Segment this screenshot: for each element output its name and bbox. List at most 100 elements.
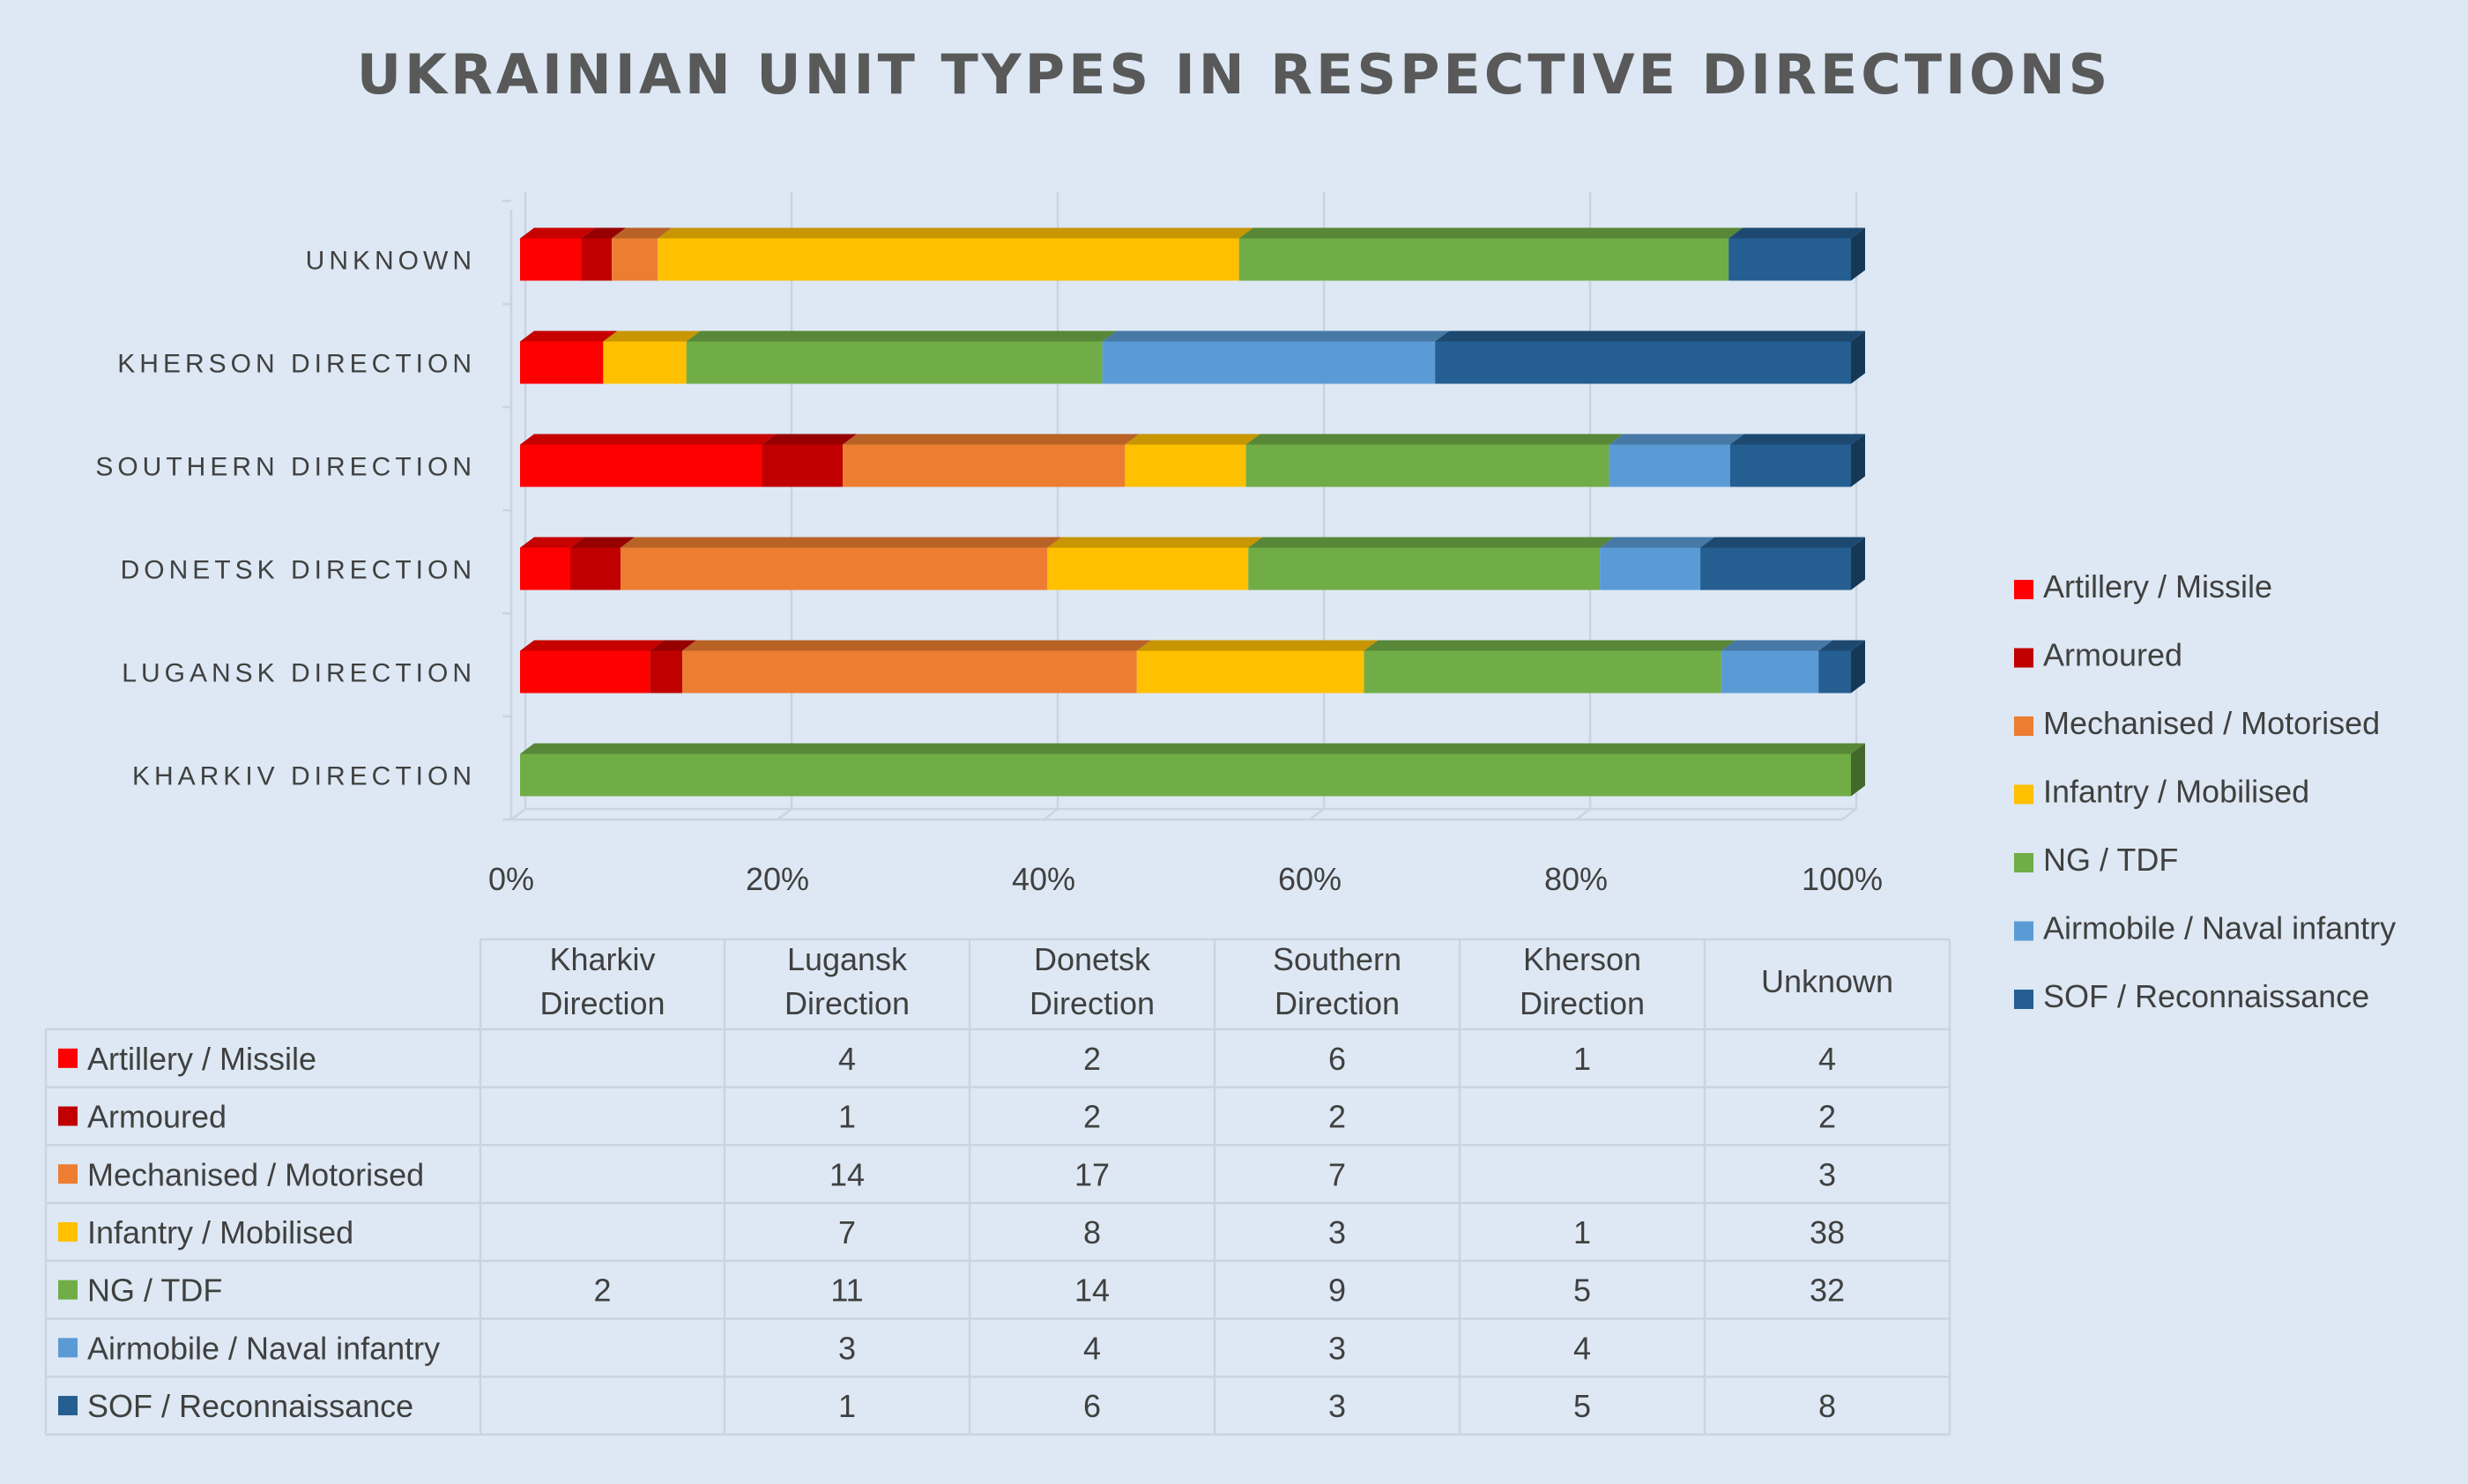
table-cell: 6: [1083, 1388, 1101, 1424]
table-cell: 3: [838, 1330, 856, 1366]
table-cell: 4: [1083, 1330, 1101, 1366]
bar-front-face: [1245, 444, 1609, 487]
table-row-label: Mechanised / Motorised: [87, 1156, 424, 1192]
bar-unknown-artillery-missile: [520, 227, 596, 281]
bar-kherson-direction-infantry-mobilised: [603, 330, 701, 384]
bar-front-face: [1125, 444, 1246, 487]
gridline-floor: [777, 808, 792, 820]
bar-top-face: [658, 227, 1253, 239]
table-cell: 4: [1573, 1330, 1591, 1366]
bar-donetsk-direction-infantry-mobilised: [1047, 537, 1263, 590]
legend-swatch: [2014, 784, 2033, 805]
bar-lugansk-direction-artillery-missile: [520, 640, 665, 694]
legend-swatch: [2014, 990, 2033, 1009]
bar-front-face: [1729, 444, 1851, 487]
table-header-southern-direction: Southern Direction: [1273, 941, 1401, 1021]
table-row-swatch: [58, 1338, 78, 1358]
bar-unknown-mechanised-motorised: [612, 227, 673, 281]
table-row-label: SOF / Reconnaissance: [87, 1388, 413, 1424]
bar-lugansk-direction-ng-tdf: [1364, 640, 1736, 694]
bar-top-face: [520, 330, 618, 342]
table-cell: 5: [1573, 1388, 1591, 1424]
bar-front-face: [1238, 238, 1729, 281]
bar-kharkiv-direction-ng-tdf: [520, 743, 1865, 797]
data-table: Kharkiv Direction Lugansk Direction Donetsk D…: [44, 938, 1951, 1436]
category-label: KHARKIV DIRECTION: [132, 762, 476, 791]
bar-front-face: [762, 444, 844, 487]
category-label: LUGANSK DIRECTION: [122, 659, 476, 688]
category-label: UNKNOWN: [306, 247, 476, 276]
bar-side-face: [1851, 434, 1865, 487]
table-row-label: Infantry / Mobilised: [87, 1214, 353, 1250]
table-cell: 2: [1328, 1099, 1346, 1135]
legend-label: Artillery / Missile: [2043, 568, 2272, 605]
bar-side-face: [1851, 227, 1865, 281]
bar-donetsk-direction-ng-tdf: [1248, 537, 1615, 590]
bar-donetsk-direction-sof-reconnaissance: [1700, 537, 1865, 590]
table-cell: 1: [1573, 1214, 1591, 1250]
table-header-unknown: Unknown: [1761, 963, 1893, 999]
table-cell: 1: [1573, 1041, 1591, 1077]
x-tick-label: 20%: [746, 861, 809, 897]
table-cell: 6: [1328, 1041, 1346, 1077]
bar-top-face: [520, 743, 1865, 754]
bar-side-face: [1851, 330, 1865, 384]
category-axis: KHARKIV DIRECTION LUGANSK DIRECTION DONETS…: [95, 247, 476, 791]
bar-top-face: [520, 227, 596, 239]
table-row: Infantry / Mobilised 7 8 3 1 38: [58, 1214, 1845, 1250]
table-cell: 11: [830, 1273, 863, 1309]
bar-top-face: [1238, 227, 1743, 239]
bar-lugansk-direction-airmobile-naval-infantry: [1721, 640, 1833, 694]
table-cell: 3: [1818, 1156, 1836, 1192]
bar-top-face: [1102, 330, 1450, 342]
bar-front-face: [843, 444, 1126, 487]
bar-southern-direction-armoured: [762, 434, 858, 487]
table-cell: 8: [1818, 1388, 1836, 1424]
bar-top-face: [603, 330, 701, 342]
bar-top-face: [569, 537, 635, 548]
bar-unknown-ng-tdf: [1238, 227, 1743, 281]
table-row-swatch: [58, 1048, 78, 1068]
table-cell: 17: [1074, 1156, 1110, 1192]
bar-unknown-armoured: [581, 227, 627, 281]
table-cell: 4: [1818, 1041, 1836, 1077]
bar-kherson-direction-artillery-missile: [520, 330, 618, 384]
legend-swatch: [2014, 716, 2033, 736]
table-cell: 3: [1328, 1214, 1346, 1250]
bar-top-face: [1600, 537, 1715, 548]
gridline-floor: [1043, 808, 1059, 820]
bar-top-face: [1609, 434, 1744, 445]
bar-kherson-direction-ng-tdf: [686, 330, 1117, 384]
x-tick-label: 0%: [488, 861, 534, 897]
bar-side-face: [1851, 640, 1865, 694]
bar-front-face: [1364, 650, 1721, 694]
bar-front-face: [520, 753, 1851, 797]
table-cell: 38: [1810, 1214, 1845, 1250]
gridline-floor: [1841, 808, 1857, 820]
x-tick-label: 100%: [1802, 861, 1883, 897]
table-cell: 7: [1328, 1156, 1346, 1192]
bar-side-face: [1851, 537, 1865, 590]
bar-southern-direction-sof-reconnaissance: [1729, 434, 1865, 487]
table-row-swatch: [58, 1221, 78, 1242]
table-cell: 2: [1818, 1099, 1836, 1135]
bar-top-face: [1435, 330, 1865, 342]
gridline-floor: [1309, 808, 1325, 820]
bar-front-face: [658, 238, 1239, 281]
bar-lugansk-direction-armoured: [650, 640, 697, 694]
legend-item-airmobile-naval-infantry: Airmobile / Naval infantry: [2014, 910, 2396, 946]
legend-label: Mechanised / Motorised: [2043, 705, 2380, 741]
bar-southern-direction-ng-tdf: [1245, 434, 1624, 487]
table-cell: 14: [829, 1156, 865, 1192]
bar-unknown-sof-reconnaissance: [1728, 227, 1865, 281]
bar-top-face: [762, 434, 858, 445]
legend-swatch: [2014, 580, 2033, 599]
bar-top-face: [686, 330, 1117, 342]
bar-front-face: [1818, 650, 1851, 694]
bar-kherson-direction-airmobile-naval-infantry: [1102, 330, 1450, 384]
bar-front-face: [682, 650, 1137, 694]
bar-front-face: [1700, 547, 1851, 590]
legend-label: Airmobile / Naval infantry: [2043, 910, 2396, 946]
